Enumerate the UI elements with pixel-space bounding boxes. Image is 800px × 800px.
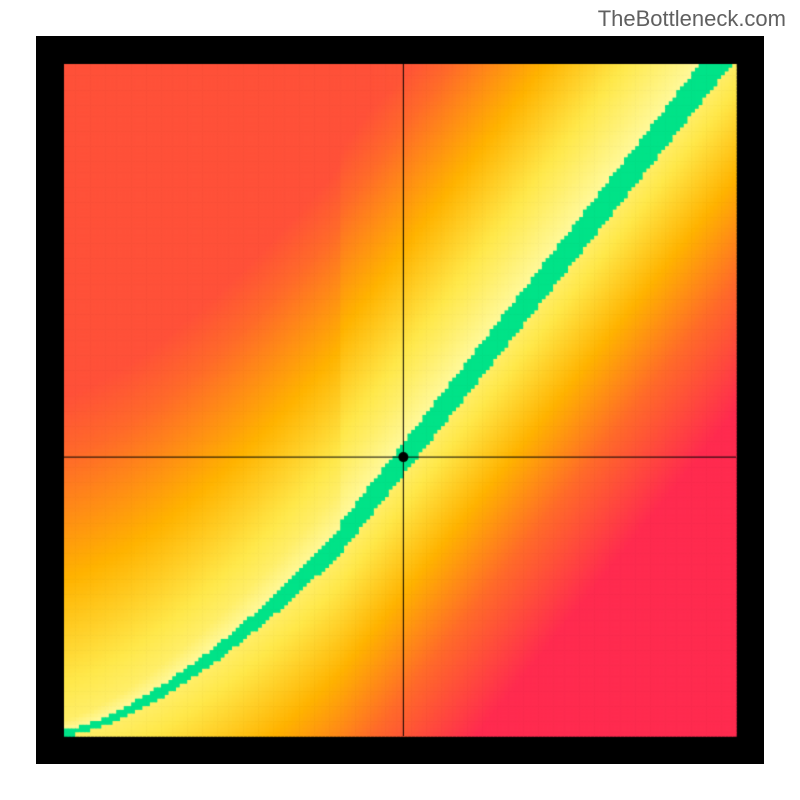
- chart-frame: [36, 36, 764, 764]
- chart-container: TheBottleneck.com: [0, 0, 800, 800]
- watermark-text: TheBottleneck.com: [598, 6, 786, 32]
- heatmap-canvas: [36, 36, 764, 764]
